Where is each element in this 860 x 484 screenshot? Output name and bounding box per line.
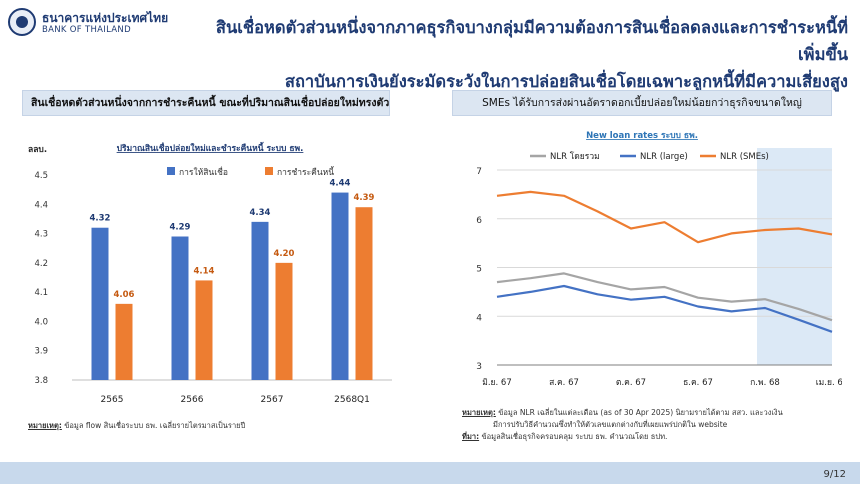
bar-value-label-0-1: 4.06 <box>114 290 135 300</box>
line-series-0 <box>496 272 833 322</box>
right-note-text: ข้อมูล NLR เฉลี่ยในแต่ละเดือน (as of 30 … <box>495 408 783 417</box>
bar-1-1 <box>195 280 213 380</box>
bar-value-label-3-1: 4.39 <box>354 193 375 203</box>
line-chart: New loan rates ระบบ ธพ. 3 4 5 6 7 มิ.ย. 67 ส.ค.… <box>476 131 842 388</box>
bar-value-label-0-0: 4.32 <box>90 214 111 224</box>
line-y-tick-1: 4 <box>476 313 482 323</box>
bar-y-axis-label: ลลบ. <box>28 145 47 155</box>
bar-legend-label-0: การให้สินเชื่อ <box>179 166 228 178</box>
bar-x-tick-0: 2565 <box>101 395 124 405</box>
line-x-tick-0: มิ.ย. 67 <box>482 378 512 388</box>
footer-bar <box>0 462 860 484</box>
bot-seal-icon <box>8 8 36 36</box>
line-y-tick-3: 6 <box>476 216 482 226</box>
right-note-line2: มีการปรับวิธีคำนวณซึ่งทำให้ตัวเลขแตกต่าง… <box>493 420 728 429</box>
line-x-tick-2: ต.ค. 67 <box>616 378 646 388</box>
slide-title-line2: สถาบันการเงินยังระมัดระวังในการปล่อยสินเ… <box>284 72 848 91</box>
bar-y-tick-7: 4.5 <box>34 171 48 181</box>
bar-legend-swatch-1 <box>265 167 273 175</box>
bot-logo: ธนาคารแห่งประเทศไทย BANK OF THAILAND <box>8 8 178 38</box>
bar-0-1 <box>115 303 133 380</box>
left-panel-heading: สินเชื่อหดตัวส่วนหนึ่งจากการชำระคืนหนี้ … <box>22 90 390 116</box>
bar-legend-swatch-0 <box>167 167 175 175</box>
left-note-label: หมายเหตุ: <box>28 421 62 430</box>
line-legend-label-1: NLR (large) <box>640 152 688 162</box>
logo-name-th: ธนาคารแห่งประเทศไทย <box>42 11 169 25</box>
bar-y-tick-4: 4.2 <box>34 259 48 269</box>
logo-name-en: BANK OF THAILAND <box>42 25 131 35</box>
bar-1-0 <box>171 236 189 380</box>
bar-chart: ปริมาณสินเชื่อปล่อยใหม่และชำระคืนหนี้ ระ… <box>28 141 392 405</box>
bar-y-tick-0: 3.8 <box>34 376 48 386</box>
bar-3-1 <box>355 207 373 380</box>
right-note-label: หมายเหตุ: <box>462 408 496 417</box>
line-highlight-band <box>757 148 832 365</box>
bar-value-label-2-1: 4.20 <box>274 249 295 259</box>
bar-value-label-3-0: 4.44 <box>330 179 351 189</box>
line-x-tick-4: ก.พ. 68 <box>750 378 780 388</box>
bar-legend-label-1: การชำระคืนหนี้ <box>277 166 335 178</box>
bar-2-0 <box>251 221 269 380</box>
slide-title-line1: สินเชื่อหดตัวส่วนหนึ่งจากภาคธุรกิจบางกลุ… <box>215 18 848 64</box>
bar-value-label-1-0: 4.29 <box>170 223 191 233</box>
bar-x-tick-1: 2566 <box>181 395 204 405</box>
line-legend-label-2: NLR (SMEs) <box>720 152 769 162</box>
right-note: หมายเหตุ: ข้อมูล NLR เฉลี่ยในแต่ละเดือน … <box>462 407 783 419</box>
bar-value-label-2-0: 4.34 <box>250 208 271 218</box>
bar-y-tick-2: 4.0 <box>34 317 48 327</box>
bar-y-tick-1: 3.9 <box>34 347 48 357</box>
line-series-2 <box>496 190 833 244</box>
bar-x-tick-2: 2567 <box>261 395 284 405</box>
bar-y-tick-6: 4.4 <box>34 200 48 210</box>
left-note: หมายเหตุ: ข้อมูล flow สินเชื่อระบบ ธพ. เ… <box>28 420 245 432</box>
page-number: 9/12 <box>823 469 846 480</box>
line-y-tick-0: 3 <box>476 362 482 372</box>
bar-x-tick-3: 2568Q1 <box>334 395 370 405</box>
line-x-tick-3: ธ.ค. 67 <box>683 378 713 388</box>
line-series-1 <box>496 284 833 333</box>
left-note-text: ข้อมูล flow สินเชื่อระบบ ธพ. เฉลี่ยรายไต… <box>61 421 246 430</box>
bar-chart-title: ปริมาณสินเชื่อปล่อยใหม่และชำระคืนหนี้ ระ… <box>117 141 304 154</box>
bar-value-label-1-1: 4.14 <box>194 266 215 276</box>
line-y-tick-2: 5 <box>476 265 482 275</box>
bar-0-0 <box>91 227 109 380</box>
bar-y-tick-3: 4.1 <box>34 288 48 298</box>
right-source-label: ที่มา: <box>462 432 480 441</box>
right-source-text: ข้อมูลสินเชื่อธุรกิจครอบคลุม ระบบ ธพ. คำ… <box>479 432 668 441</box>
line-x-tick-1: ส.ค. 67 <box>549 378 579 388</box>
bar-y-tick-5: 4.3 <box>34 230 48 240</box>
bar-3-0 <box>331 192 349 380</box>
line-chart-title: New loan rates ระบบ ธพ. <box>586 131 698 141</box>
line-y-tick-4: 7 <box>476 167 482 177</box>
line-x-tick-5: เม.ย. 68 <box>816 378 842 388</box>
right-source: ที่มา: ข้อมูลสินเชื่อธุรกิจครอบคลุม ระบบ… <box>462 431 667 443</box>
slide-title: สินเชื่อหดตัวส่วนหนึ่งจากภาคธุรกิจบางกลุ… <box>198 14 848 95</box>
bar-2-1 <box>275 262 293 380</box>
line-legend-label-0: NLR โดยรวม <box>550 151 600 162</box>
right-panel-heading: SMEs ได้รับการส่งผ่านอัตราดอกเบี้ยปล่อยใ… <box>452 90 832 116</box>
